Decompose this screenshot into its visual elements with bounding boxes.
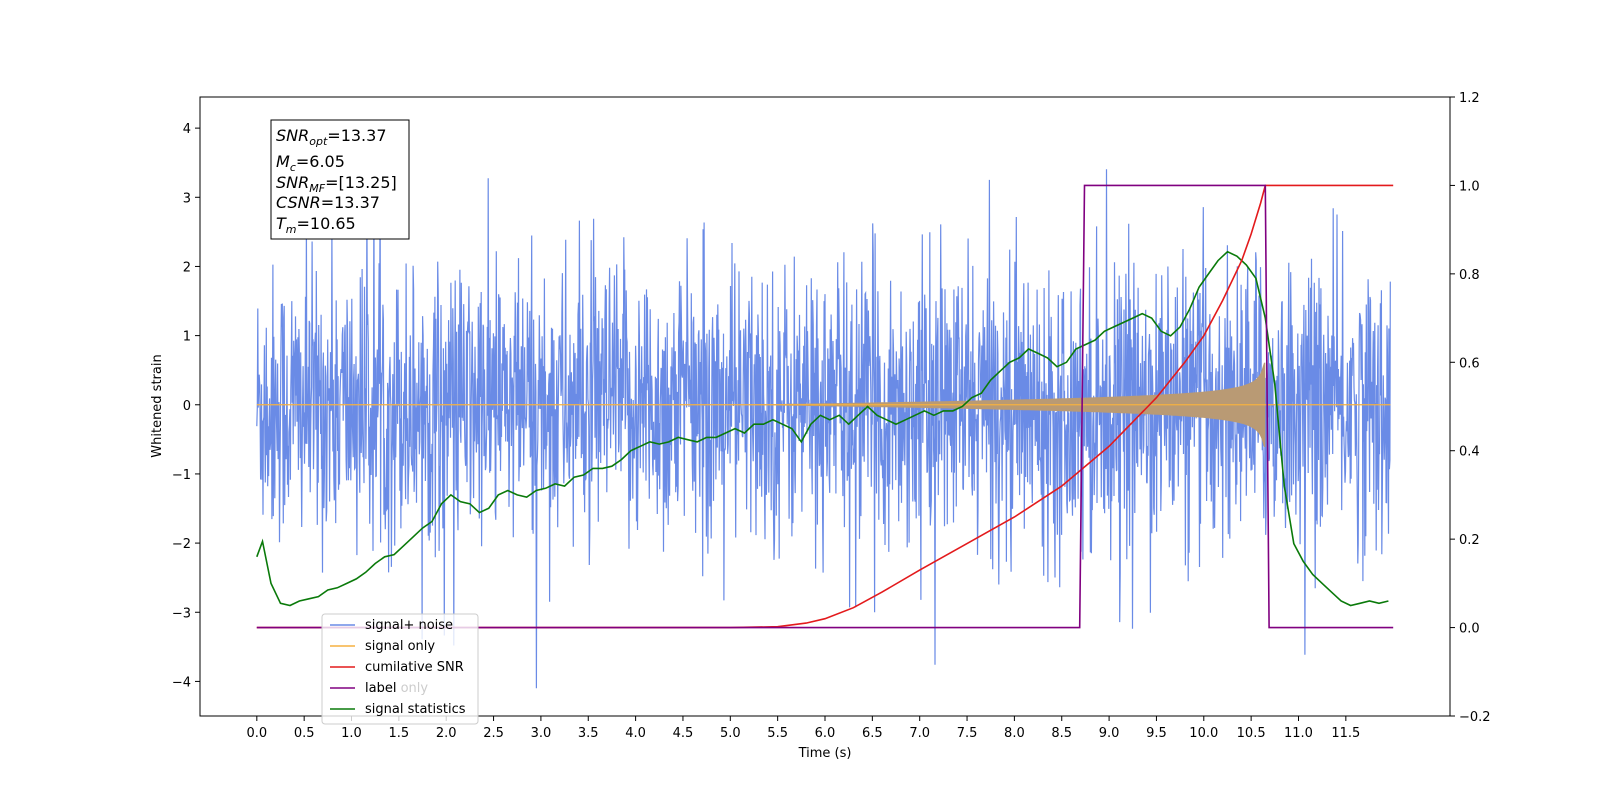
signal-plus-noise-line	[256, 141, 1391, 689]
label-line	[256, 184, 1394, 629]
legend-label-label-only: label only	[365, 681, 428, 696]
x-axis: 0.0 0.5 1.0 1.5 2.0 2.5 3.0 3.5 4.0 4.5 5.0 5.5 6.0 6…	[246, 716, 1360, 741]
x-tick-label: 5.5	[767, 726, 788, 741]
x-tick-label: 0.5	[294, 726, 315, 741]
x-tick-label: 9.5	[1146, 726, 1167, 741]
y2-tick-label: 0.4	[1459, 445, 1480, 460]
y-tick-label: 2	[183, 260, 191, 275]
y2-tick-label: 0.0	[1459, 622, 1480, 637]
x-tick-label: 8.5	[1051, 726, 1072, 741]
y-tick-label: −3	[172, 606, 191, 621]
y2-tick-label: −0.2	[1459, 710, 1491, 725]
x-tick-label: 9.0	[1099, 726, 1120, 741]
y-tick-label: −1	[172, 468, 191, 483]
legend-label-signal-only: signal only	[365, 639, 435, 654]
x-tick-label: 0.0	[246, 726, 267, 741]
x-tick-label: 10.0	[1189, 726, 1218, 741]
signal-plus-noise-series	[256, 141, 1391, 689]
y-tick-label: 0	[183, 399, 191, 414]
x-tick-label: 3.5	[578, 726, 599, 741]
x-tick-label: 11.0	[1284, 726, 1313, 741]
info-snr-mf: SNRMF=[13.25]	[276, 173, 397, 195]
x-tick-label: 2.0	[436, 726, 457, 741]
x-tick-label: 11.5	[1331, 726, 1360, 741]
info-tm: Tm=10.65	[276, 214, 356, 236]
legend-item-cumulative-snr: cumilative SNR	[330, 660, 464, 675]
signal-statistics-line	[256, 250, 1389, 607]
y2-tick-label: 1.0	[1459, 179, 1480, 194]
y-tick-label: −2	[172, 537, 191, 552]
y-tick-label: 1	[183, 330, 191, 345]
y-tick-label: −4	[172, 675, 191, 690]
y2-tick-label: 0.6	[1459, 356, 1480, 371]
legend-label-signal-noise: signal+ noise	[365, 618, 453, 633]
legend-item-signal-only: signal only	[330, 639, 435, 654]
x-tick-label: 7.0	[909, 726, 930, 741]
x-tick-label: 4.5	[673, 726, 694, 741]
y-axis-left: −4 −3 −2 −1 0 1 2 3 4	[172, 122, 200, 690]
legend-label-label: label	[365, 681, 396, 696]
x-tick-label: 4.0	[625, 726, 646, 741]
y-tick-label: 4	[183, 122, 191, 137]
legend-item-signal-statistics: signal statistics	[330, 702, 466, 717]
x-tick-label: 1.5	[389, 726, 410, 741]
y-axis-label: Whitened strain	[150, 354, 165, 457]
legend: signal+ noise signal only cumilative SNR…	[321, 613, 479, 725]
y2-tick-label: 0.8	[1459, 268, 1480, 283]
info-snr-opt: SNRopt=13.37	[276, 126, 387, 148]
y-tick-label: 3	[183, 191, 191, 206]
y2-tick-label: 0.2	[1459, 533, 1480, 548]
cumulative-snr-line	[256, 184, 1394, 629]
x-tick-label: 10.5	[1237, 726, 1266, 741]
legend-item-signal-noise: signal+ noise	[330, 618, 453, 633]
y-axis-right: −0.2 0.0 0.2 0.4 0.6 0.8 1.0 1.2	[1450, 91, 1491, 725]
x-tick-label: 1.0	[341, 726, 362, 741]
x-tick-label: 7.5	[957, 726, 978, 741]
legend-label-cumulative-snr: cumilative SNR	[365, 660, 464, 675]
legend-item-label: label	[330, 681, 396, 696]
x-tick-label: 8.0	[1004, 726, 1025, 741]
x-tick-label: 6.5	[862, 726, 883, 741]
signal-only-series	[256, 362, 1391, 447]
info-box: SNRopt=13.37 Mc=6.05 SNRMF=[13.25] CSNR=…	[270, 119, 410, 240]
x-axis-label: Time (s)	[798, 746, 852, 761]
x-tick-label: 2.5	[483, 726, 504, 741]
y2-tick-label: 1.2	[1459, 91, 1480, 106]
x-tick-label: 5.0	[720, 726, 741, 741]
legend-label-signal-statistics: signal statistics	[365, 702, 466, 717]
info-csnr: CSNR=13.37	[276, 193, 380, 212]
info-mc: Mc=6.05	[276, 152, 345, 174]
x-tick-label: 3.0	[531, 726, 552, 741]
x-tick-label: 6.0	[815, 726, 836, 741]
